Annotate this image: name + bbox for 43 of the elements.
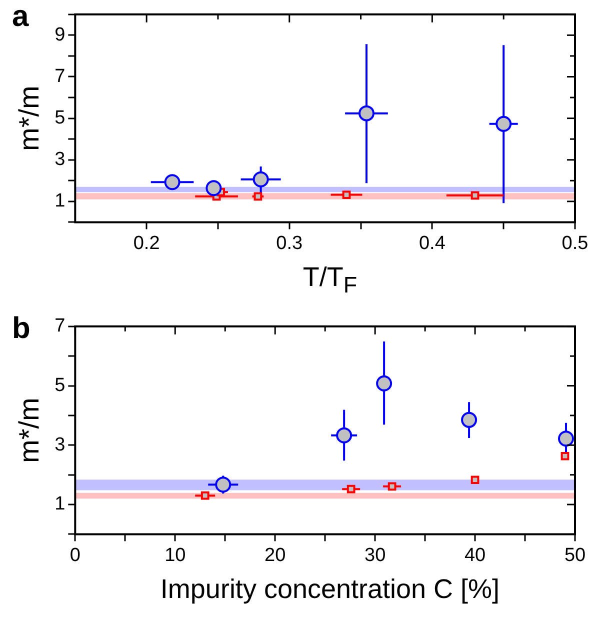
point [346,484,356,494]
x-tick-label: 40 [464,544,486,566]
point [336,427,352,444]
y-tick-label: 5 [54,108,66,129]
point [164,174,180,190]
point [388,482,396,491]
point [558,430,574,447]
point [376,375,392,392]
point [496,116,512,132]
x-axis-title: T/T$_{F}$ [302,262,358,298]
point [342,190,351,199]
text: b [12,312,30,346]
point [461,412,478,428]
point [560,452,570,460]
point [470,191,480,200]
x-tick-label: 30 [364,544,386,566]
point [470,476,480,484]
x-tick-label: 50 [564,544,586,566]
x-tick-label: 0.5 [562,232,588,254]
point [254,192,262,201]
y-tick-label: 5 [54,375,66,396]
x-tick-label: 0.4 [418,232,446,254]
y-tick-label: 9 [54,24,66,46]
y-tick-label: 7 [54,66,66,87]
point [215,476,232,493]
text: a [12,0,29,34]
y-tick-label: 1 [54,494,66,515]
y-axis-title: m*/m [14,398,45,463]
point [200,491,210,500]
x-tick-label: 0.3 [276,232,303,254]
y-axis-title: m*/m [14,86,45,151]
point [358,105,374,122]
y-tick-label: 7 [54,316,66,337]
x-tick-label: 20 [264,544,286,566]
x-tick-label: 0.2 [133,232,160,254]
y-tick-label: 3 [54,434,66,456]
x-tick-label: 0 [70,544,80,566]
x-tick-label: 10 [164,544,186,566]
x-axis-title: Impurity concentration C [%] [159,574,501,605]
point [252,171,269,188]
y-tick-label: 3 [54,149,66,170]
point [206,180,222,196]
y-tick-label: 1 [54,190,66,212]
